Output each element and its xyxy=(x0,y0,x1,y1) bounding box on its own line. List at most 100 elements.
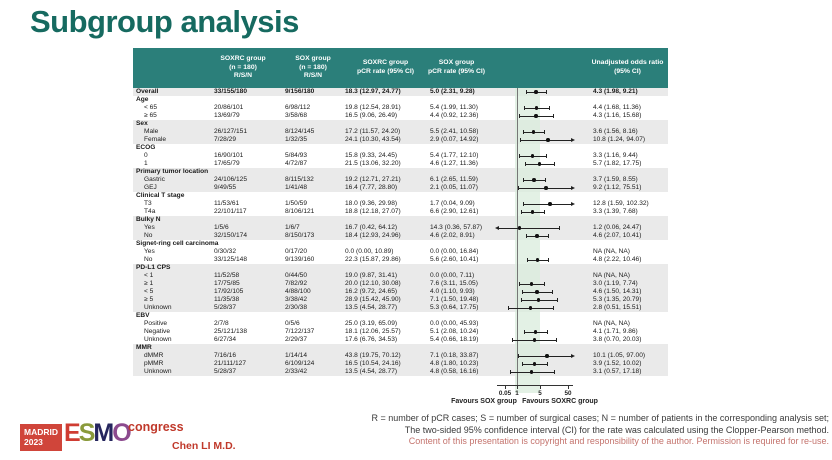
cell-sox-pcr: 6.6 (2.90, 12.61) xyxy=(430,208,479,215)
cell-sox-rsn: 8/106/121 xyxy=(285,208,315,215)
cell-sox-rsn: 3/58/68 xyxy=(285,112,307,119)
cell-soxrc-rsn xyxy=(203,192,283,200)
cell-odds-ratio: 5.3 (1.35, 20.79) xyxy=(593,296,642,303)
ci-cap-right xyxy=(547,234,549,238)
row-label: 0 xyxy=(144,152,148,159)
forest-cell xyxy=(485,216,587,224)
ci-cap-left xyxy=(520,298,522,302)
cell-soxrc-pcr: 19.0 (9.87, 31.41) xyxy=(345,272,398,279)
table-row: Yes 0/30/32 0/17/20 0.0 (0.00, 10.89) 0.0 (0… xyxy=(133,248,668,256)
ci-cap-left xyxy=(518,154,520,158)
cell-sox-rsn: 1/41/48 xyxy=(285,184,307,191)
cell-soxrc-pcr: 43.8 (19.75, 70.12) xyxy=(345,352,401,359)
cell-soxrc-rsn xyxy=(203,240,283,248)
cell-soxrc-pcr xyxy=(343,344,428,352)
table-row: < 1 11/52/58 0/44/50 19.0 (9.87, 31.41) 0.0 … xyxy=(133,272,668,280)
cell-sox-pcr xyxy=(428,168,485,176)
cell-soxrc-pcr: 17.6 (6.76, 34.53) xyxy=(345,336,398,343)
cell-odds-ratio: 10.1 (1.05, 97.00) xyxy=(593,352,646,359)
row-label: pMMR xyxy=(144,360,164,367)
cell-soxrc-rsn xyxy=(203,144,283,152)
cell-soxrc-pcr: 17.2 (11.57, 24.20) xyxy=(345,128,401,135)
table-row: No 32/150/174 8/150/173 18.4 (12.93, 24.96)… xyxy=(133,232,668,240)
ci-cap-left xyxy=(526,234,528,238)
odds-ratio-point xyxy=(535,290,539,294)
forest-cell xyxy=(485,232,587,240)
cell-sox-rsn xyxy=(283,344,343,352)
ci-cap-left xyxy=(522,130,524,134)
cell-sox-rsn: 8/150/173 xyxy=(285,232,315,239)
cell-sox-rsn xyxy=(283,216,343,224)
ci-cap-right xyxy=(551,290,553,294)
cell-soxrc-rsn: 6/27/34 xyxy=(214,336,236,343)
cell-sox-rsn: 7/82/92 xyxy=(285,280,307,287)
cell-sox-pcr: 4.0 (1.10, 9.93) xyxy=(430,288,475,295)
ci-arrow-right xyxy=(571,137,575,142)
table-body: Overall 33/155/180 9/156/180 18.3 (12.97, 2… xyxy=(133,88,668,376)
cell-sox-rsn: 6/98/112 xyxy=(285,104,311,111)
cell-sox-rsn: 7/122/137 xyxy=(285,328,315,335)
cell-soxrc-rsn xyxy=(203,264,283,272)
cell-sox-rsn: 5/84/93 xyxy=(285,152,307,159)
row-label: Signet-ring cell carcinoma xyxy=(136,240,219,247)
cell-sox-pcr xyxy=(428,192,485,200)
table-row: Unknown 5/28/37 2/33/42 13.5 (4.54, 28.77) 4… xyxy=(133,368,668,376)
cell-sox-pcr xyxy=(428,344,485,352)
forest-cell xyxy=(485,136,587,144)
esmo-logo: ESMO xyxy=(64,419,132,447)
cell-sox-pcr: 5.5 (2.41, 10.58) xyxy=(430,128,479,135)
ci-cap-right xyxy=(547,362,549,366)
row-label: Female xyxy=(144,136,166,143)
cell-odds-ratio xyxy=(587,344,668,352)
cell-soxrc-rsn xyxy=(203,312,283,320)
cell-sox-rsn xyxy=(283,192,343,200)
cell-sox-rsn: 0/44/50 xyxy=(285,272,307,279)
cell-sox-pcr: 5.0 (2.31, 9.28) xyxy=(430,88,475,95)
cell-odds-ratio: 4.6 (2.07, 10.41) xyxy=(593,232,642,239)
ci-cap-right xyxy=(546,154,548,158)
ci-arrow-right xyxy=(571,185,575,190)
ci-arrow-right xyxy=(571,353,575,358)
ci-cap-left xyxy=(522,290,524,294)
cell-sox-pcr: 2.1 (0.05, 11.07) xyxy=(430,184,478,191)
cell-sox-rsn: 8/124/145 xyxy=(285,128,315,135)
cell-soxrc-rsn: 22/101/117 xyxy=(214,208,247,215)
tick-label-0.05: 0.05 xyxy=(498,390,512,397)
cell-soxrc-rsn: 7/16/16 xyxy=(214,352,236,359)
cell-sox-rsn xyxy=(283,96,343,104)
cell-sox-rsn: 8/115/132 xyxy=(285,176,314,183)
header-forest-plot xyxy=(485,48,587,88)
cell-odds-ratio: 3.3 (1.39, 7.68) xyxy=(593,208,638,215)
row-label: Yes xyxy=(144,224,155,231)
cell-soxrc-pcr: 18.8 (12.18, 27.07) xyxy=(345,208,401,215)
cell-odds-ratio: 5.7 (1.82, 17.75) xyxy=(593,160,642,167)
odds-ratio-point xyxy=(537,162,542,166)
cell-sox-pcr xyxy=(428,96,485,104)
cell-soxrc-pcr: 16.4 (7.77, 28.80) xyxy=(345,184,398,191)
row-label: Sex xyxy=(136,120,148,127)
ci-cap-right xyxy=(545,90,547,94)
cell-odds-ratio: 2.8 (0.51, 15.51) xyxy=(593,304,642,311)
cell-soxrc-rsn: 33/155/180 xyxy=(214,88,248,95)
forest-cell xyxy=(485,320,587,328)
cell-sox-rsn xyxy=(283,168,343,176)
forest-cell xyxy=(485,192,587,200)
cell-sox-rsn: 0/5/6 xyxy=(285,320,300,327)
row-label: Positive xyxy=(144,320,168,327)
cell-sox-pcr: 5.4 (1.77, 12.10) xyxy=(430,152,479,159)
ci-cap-left xyxy=(519,138,521,142)
forest-cell xyxy=(485,152,587,160)
forest-cell xyxy=(485,104,587,112)
cell-soxrc-pcr: 28.9 (15.42, 45.90) xyxy=(345,296,401,303)
odds-ratio-point xyxy=(535,234,539,238)
forest-cell xyxy=(485,360,587,368)
cell-soxrc-rsn: 24/106/125 xyxy=(214,176,248,183)
forest-cell xyxy=(485,328,587,336)
table-row: GEJ 9/49/55 1/41/48 16.4 (7.77, 28.80) 2.1 (… xyxy=(133,184,668,192)
ci-line xyxy=(523,203,572,205)
ci-line xyxy=(517,355,572,357)
cell-sox-rsn: 9/156/180 xyxy=(285,88,315,95)
cell-sox-pcr: 0.0 (0.00, 7.11) xyxy=(430,272,475,279)
cell-sox-rsn: 2/29/37 xyxy=(285,336,307,343)
row-label: No xyxy=(144,232,153,239)
